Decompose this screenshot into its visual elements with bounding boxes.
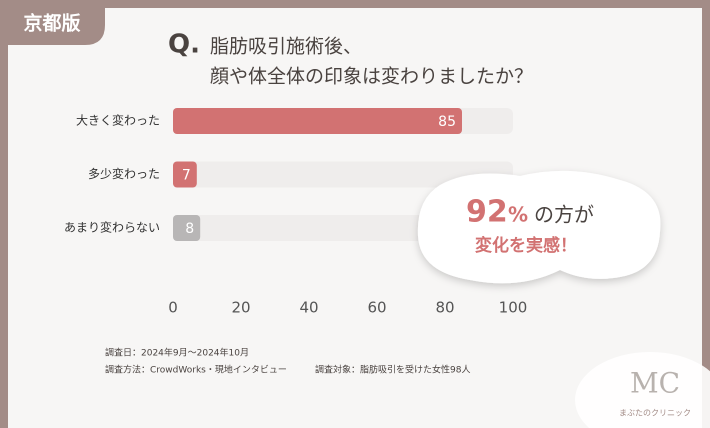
- x-tick-label: 80: [435, 299, 454, 317]
- title-prefix: Q.: [168, 30, 200, 60]
- footnote: 調査日：2024年9月～2024年10月: [105, 347, 249, 359]
- value-label: 7: [182, 168, 191, 184]
- y-tick-label: 多少変わった: [88, 166, 160, 181]
- logo-name: まぶたのクリニック: [619, 409, 691, 418]
- bar: [173, 108, 462, 134]
- title-line: 顔や体全体の印象は変わりましたか？: [210, 66, 533, 88]
- callout-text: 変化を実感！: [475, 235, 577, 256]
- x-tick-label: 20: [231, 299, 250, 317]
- logo-mark: MC: [630, 367, 680, 400]
- bar: [173, 215, 201, 241]
- badge: 京都版: [23, 12, 80, 35]
- y-tick-label: 大きく変わった: [76, 113, 160, 128]
- callout-number: 92: [466, 195, 508, 230]
- x-tick-label: 0: [168, 299, 178, 317]
- callout: [417, 170, 661, 284]
- footnote: 調査方法：CrowdWorks・現地インタビュー: [105, 364, 287, 376]
- bar: [173, 161, 197, 188]
- logo-bg: [575, 352, 710, 428]
- y-tick-label: あまり変わらない: [64, 220, 160, 235]
- x-tick-label: 100: [499, 299, 528, 317]
- callout-text: の方が: [534, 203, 594, 227]
- footnote: 調査対象：脂肪吸引を受けた女性98人: [315, 364, 470, 376]
- badge-bg: [0, 0, 105, 45]
- callout-unit: %: [508, 203, 528, 227]
- x-tick-label: 40: [299, 299, 318, 317]
- value-label: 8: [185, 221, 194, 237]
- x-tick-label: 60: [367, 299, 386, 317]
- title-line: 脂肪吸引施術後、: [210, 36, 362, 58]
- bar-track: [173, 161, 513, 188]
- value-label: 85: [438, 114, 456, 130]
